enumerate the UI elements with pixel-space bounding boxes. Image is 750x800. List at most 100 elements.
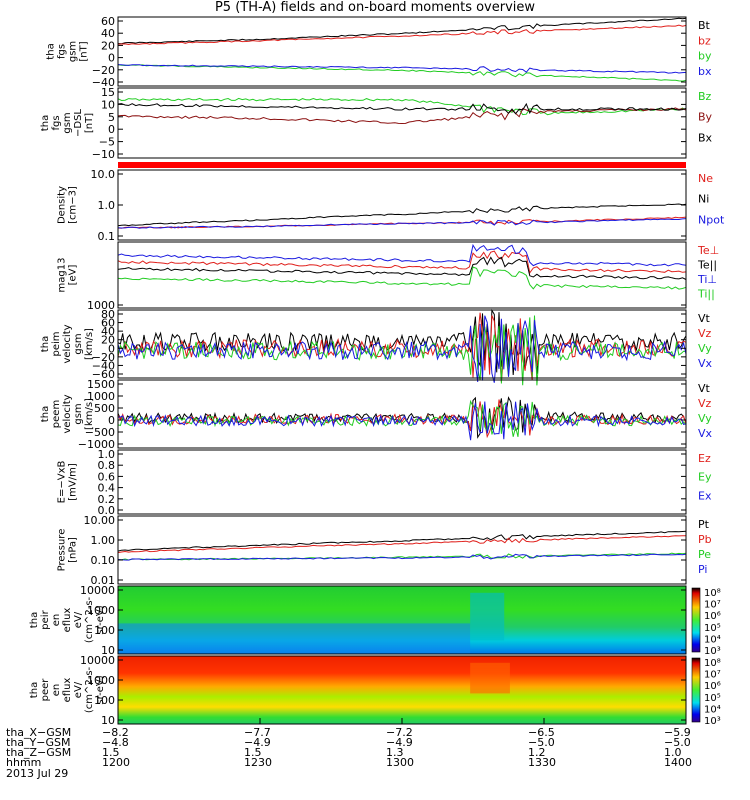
legend-entry: Ne — [698, 172, 713, 185]
y-tick-label: 20 — [101, 334, 115, 347]
legend-entry: Vx — [698, 427, 713, 440]
series-line-Npot — [117, 218, 687, 229]
panel-frame — [117, 379, 687, 449]
series-line-Vz — [117, 312, 687, 383]
y-tick-label: 0 — [108, 52, 115, 65]
y-axis-label: thapeirenefluxeV/(cm^2-s-sr-eV) — [29, 596, 106, 643]
y-tick-label: 1.0 — [98, 448, 116, 461]
panel-efield: 1.00.80.60.40.20.0 E=−VxB[mV/m] Ez Ey Ex — [57, 448, 712, 517]
ephemeris-value: −4.9 — [244, 736, 271, 749]
series-line-bx — [117, 64, 687, 74]
ephemeris-value: −4.8 — [102, 736, 129, 749]
ephemeris-value: 1.5 — [102, 746, 120, 759]
series-line-bz — [117, 24, 687, 46]
y-tick-label: 10000 — [80, 654, 115, 667]
panel-frame — [117, 241, 687, 309]
y-tick-label: 0.2 — [98, 493, 116, 506]
y-tick-label: 1.00 — [91, 534, 116, 547]
colorbar-label: 10⁶ — [704, 681, 721, 692]
ephemeris-value: 1.2 — [528, 746, 546, 759]
y-axis-label: thafgsgsm−DSL[nT] — [40, 109, 95, 137]
ephemeris-value: −5.0 — [528, 736, 555, 749]
series-line-Pt — [117, 530, 687, 552]
y-tick-label: 0.01 — [91, 574, 116, 587]
series-line-Pi — [117, 553, 687, 561]
y-tick-label: 60 — [101, 317, 115, 330]
y-tick-label: 1000 — [87, 299, 115, 312]
colorbar-label: 10⁶ — [704, 611, 721, 622]
series-line-Vy — [117, 315, 687, 386]
legend-entry: Pt — [698, 518, 710, 531]
y-axis-label: thapeerenefluxeV/(cm^2-s-sr-eV) — [29, 666, 106, 713]
ephemeris-value: −4.9 — [386, 736, 413, 749]
y-axis-label: thafgsgsm[nT] — [46, 41, 90, 62]
y-tick-label: 10 — [101, 644, 115, 657]
y-tick-label: 80 — [101, 308, 115, 321]
legend-entry: by — [698, 50, 712, 63]
y-tick-label: 1.0 — [98, 199, 116, 212]
y-axis-label: Pressure[nPa] — [57, 529, 79, 572]
panel-frame — [117, 309, 687, 379]
legend-entry: Vy — [698, 342, 712, 355]
legend-entry: Bx — [698, 131, 713, 144]
y-tick-label: 40 — [101, 27, 115, 40]
ephemeris-label: tha_Y−GSM — [6, 736, 71, 749]
colorbar-label: 10³ — [704, 646, 721, 657]
series-line-Bx — [117, 102, 687, 115]
y-tick-label: 10.0 — [91, 168, 116, 181]
y-axis-label: mag13[eV] — [57, 258, 79, 293]
series-line-By — [117, 107, 687, 125]
ephemeris-value: 1.3 — [386, 746, 404, 759]
y-tick-label: −20 — [92, 351, 115, 364]
y-tick-label: 0 — [108, 123, 115, 136]
series-line-Vt — [117, 396, 687, 439]
colorbar — [691, 657, 701, 723]
ephemeris-value: 1.0 — [664, 746, 682, 759]
y-tick-label: 0.8 — [98, 459, 116, 472]
series-line-Ti|| — [117, 266, 687, 290]
ephemeris-value: 1330 — [528, 756, 556, 769]
y-tick-label: 40 — [101, 325, 115, 338]
y-tick-label: 100 — [94, 624, 115, 637]
legend-entry: bx — [698, 65, 712, 78]
spectrogram-image — [118, 656, 686, 724]
y-tick-label: 1000 — [87, 604, 115, 617]
y-axis-label: thapeimvelocitygsm[km/s] — [40, 324, 95, 363]
panel-temperature: 1000 mag13[eV] Te⊥ Te||Ti⊥ Ti|| — [57, 241, 719, 312]
colorbar-label: 10⁴ — [704, 704, 721, 715]
ephemeris-value: −5.0 — [664, 736, 691, 749]
series-line-Vz — [117, 399, 687, 439]
panel-frame — [117, 87, 687, 159]
ephemeris-value: −8.2 — [102, 726, 129, 739]
series-line-Te⊥ — [117, 250, 687, 275]
y-tick-label: 0 — [108, 414, 115, 427]
series-line-Vx — [117, 401, 687, 441]
legend-entry: Ez — [698, 452, 711, 465]
y-tick-label: 60 — [101, 15, 115, 28]
legend-entry: Ni — [698, 193, 709, 206]
y-tick-label: 10 — [101, 714, 115, 727]
colorbar-label: 10⁴ — [704, 634, 721, 645]
y-tick-label: 10.00 — [84, 514, 116, 527]
legend-entry: Bt — [698, 19, 711, 32]
legend-entry: Ex — [698, 489, 712, 502]
legend-entry: Te⊥ — [697, 244, 719, 257]
y-tick-label: 10 — [101, 98, 115, 111]
ephemeris-value: 1400 — [664, 756, 692, 769]
y-tick-label: 0.10 — [91, 554, 116, 567]
colorbar-label: 10⁷ — [704, 600, 721, 611]
date-label: 2013 Jul 29 — [6, 767, 69, 780]
series-line-Bz — [117, 97, 687, 116]
ephemeris-value: −7.2 — [386, 726, 413, 739]
y-tick-label: −5 — [99, 136, 115, 149]
y-tick-label: −1000 — [78, 438, 115, 451]
ephemeris-value: −6.5 — [528, 726, 555, 739]
colorbar-label: 10⁸ — [704, 658, 721, 669]
legend-entry: Ti⊥ — [697, 273, 717, 286]
ephemeris-value: −7.7 — [244, 726, 271, 739]
